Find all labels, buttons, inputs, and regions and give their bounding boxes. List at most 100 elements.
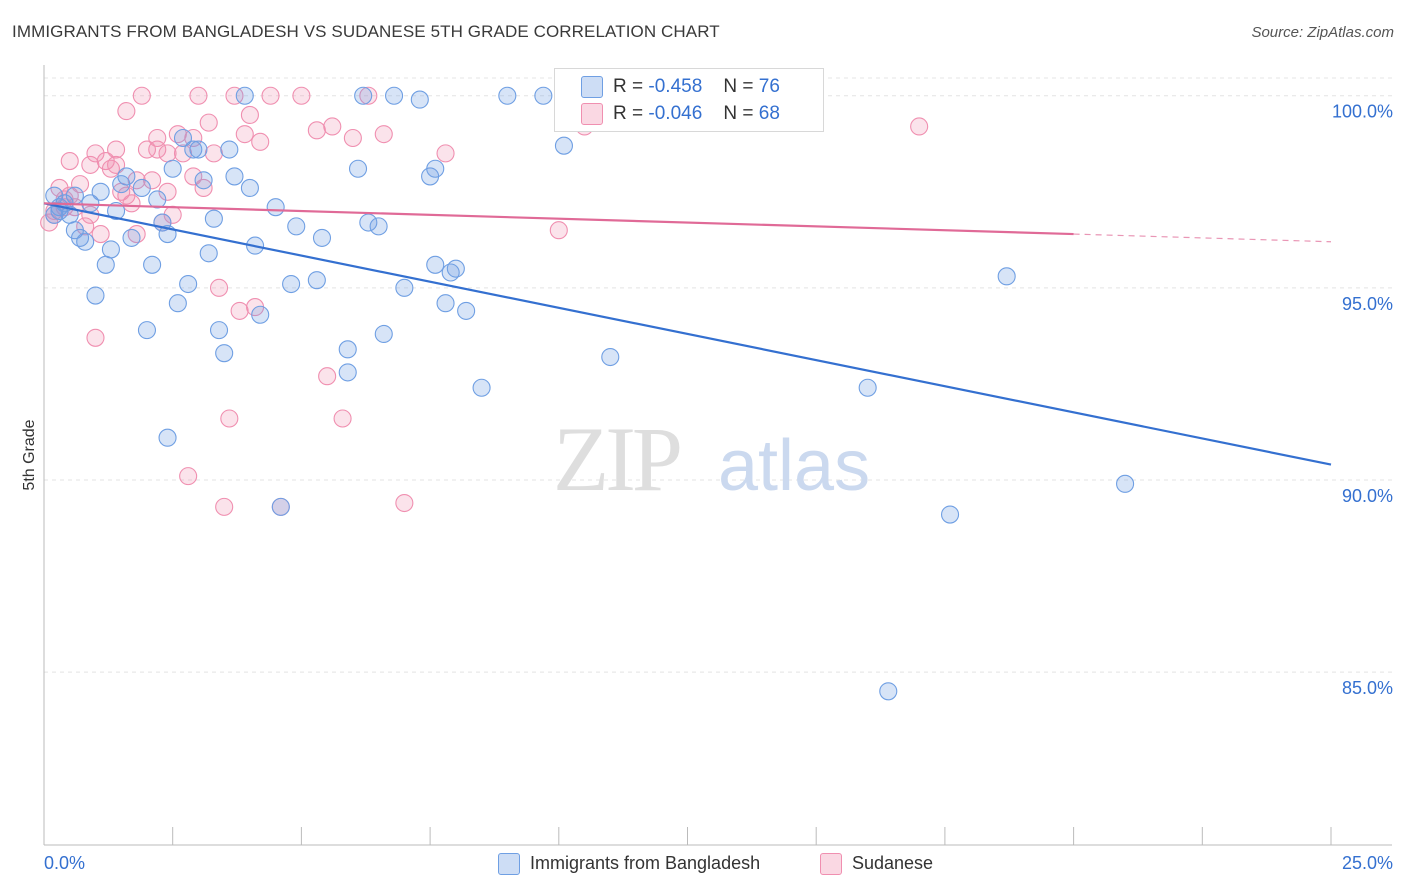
sudanese-point [189,86,208,105]
legend-n-label: N = [723,103,754,124]
bangladesh-point [235,86,254,105]
bangladesh-point [369,217,388,236]
bottom-legend-label: Immigrants from Bangladesh [530,853,761,873]
bangladesh-point [189,140,208,159]
bangladesh-point [266,198,285,217]
bangladesh-point [107,201,126,221]
x-tick-label-min: 0.0% [44,853,85,873]
sudanese-point [359,86,378,105]
bangladesh-point [137,321,157,340]
bangladesh-point [426,255,445,274]
bangladesh-point [457,301,476,320]
bangladesh-point [209,321,229,340]
bangladesh-point [184,140,203,159]
legend-swatch-pink [581,103,603,125]
sudanese-point [220,409,239,428]
bangladesh-point [287,217,306,236]
bangladesh-point [395,278,414,297]
sudanese-point [307,121,326,140]
bangladesh-point [940,505,960,524]
sudanese-point [323,117,342,136]
bangladesh-trend-line [43,202,1332,466]
axes [43,65,1392,846]
sudanese-point [107,155,126,174]
sudanese-trend-extension [1073,233,1332,243]
sudanese-point [240,105,259,125]
legend-n-value: 76 [758,76,780,97]
bangladesh-point [143,255,162,274]
sudanese-point [225,86,244,105]
bangladesh-point [472,378,491,397]
sudanese-point [76,217,95,236]
bangladesh-point [312,228,332,247]
bangladesh-point [348,159,368,178]
sudanese-point [333,409,352,428]
bangladesh-point [282,274,301,294]
bangladesh-point [879,682,898,701]
sudanese-point [86,328,105,347]
bangladesh-point [220,140,239,159]
bangladesh-point [65,186,84,205]
legend-r-label: R = [613,76,644,97]
bangladesh-point [158,428,177,447]
sudanese-point [81,155,100,174]
bangladesh-point [240,178,259,198]
sudanese-point [910,117,929,136]
bangladesh-point [101,240,120,259]
source-label: Source: ZipAtlas.com [1251,24,1394,41]
sudanese-point [209,278,229,297]
bangladesh-point [117,167,136,186]
sudanese-point [60,152,79,171]
bangladesh-point [122,228,141,247]
sudanese-point [91,225,110,244]
sudanese-point [374,125,393,144]
bangladesh-point [168,294,187,313]
grid-lines [44,77,1392,673]
sudanese-point [158,182,177,201]
sudanese-point [343,128,362,148]
sudanese-point [395,493,414,513]
bangladesh-point [271,497,290,516]
bangladesh-point [338,340,357,359]
y-tick-label: 85.0% [1342,678,1393,698]
legend-r-value: -0.046 [648,103,703,124]
sudanese-point [117,186,136,205]
sudanese-point [86,144,105,163]
bangladesh-point [76,232,95,251]
bangladesh-point [1116,474,1135,493]
sudanese-point [204,144,223,163]
bangladesh-point [179,274,198,294]
sudanese-point [436,144,455,163]
bottom-legend-swatch-blue [498,853,520,875]
y-tick-label: 90.0% [1342,486,1393,506]
sudanese-point [148,140,167,159]
bangladesh-point [215,344,234,363]
tick-labels: 85.0% 90.0% 95.0% 100.0% 0.0% 25.0% [44,102,1393,873]
sudanese-trend-line [43,202,1074,236]
sudanese-point [179,467,198,486]
bangladesh-point [251,305,270,324]
bangladesh-point [86,286,105,305]
bangladesh-point [307,271,326,290]
bangladesh-point [148,190,167,209]
bangladesh-point [601,347,620,367]
sudanese-point [132,86,151,105]
bangladesh-point [554,136,573,155]
bangladesh-point [426,159,445,178]
bangladesh-point [446,259,465,278]
watermark-zip: ZIP [553,408,680,510]
sudanese-point [194,178,213,198]
bangladesh-point [199,244,218,263]
sudanese-point [70,175,90,194]
bangladesh-point [858,378,877,397]
bangladesh-point [163,159,182,178]
sudanese-point [261,86,280,105]
sudanese-point [137,140,157,159]
sudanese-point [292,86,311,105]
sudanese-point [549,221,568,240]
bangladesh-point [91,182,110,201]
legend-n-value: 68 [758,103,780,124]
bangladesh-point [997,267,1016,286]
sudanese-point [117,102,136,121]
bangladesh-point [436,294,455,313]
